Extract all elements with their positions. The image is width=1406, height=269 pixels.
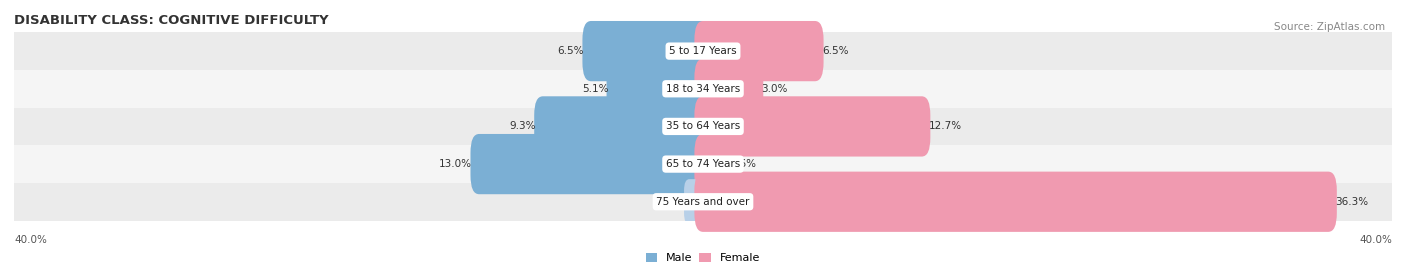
FancyBboxPatch shape bbox=[685, 179, 709, 224]
Text: 75 Years and over: 75 Years and over bbox=[657, 197, 749, 207]
Text: 6.5%: 6.5% bbox=[558, 46, 583, 56]
FancyBboxPatch shape bbox=[695, 59, 763, 119]
Text: 13.0%: 13.0% bbox=[439, 159, 472, 169]
Text: 9.3%: 9.3% bbox=[509, 121, 536, 132]
FancyBboxPatch shape bbox=[471, 134, 711, 194]
FancyBboxPatch shape bbox=[14, 32, 1392, 70]
Text: 18 to 34 Years: 18 to 34 Years bbox=[666, 84, 740, 94]
Text: DISABILITY CLASS: COGNITIVE DIFFICULTY: DISABILITY CLASS: COGNITIVE DIFFICULTY bbox=[14, 14, 329, 27]
Text: 40.0%: 40.0% bbox=[14, 235, 46, 245]
FancyBboxPatch shape bbox=[695, 21, 824, 81]
FancyBboxPatch shape bbox=[14, 108, 1392, 145]
Text: 0.76%: 0.76% bbox=[723, 159, 756, 169]
Text: Source: ZipAtlas.com: Source: ZipAtlas.com bbox=[1274, 22, 1385, 31]
FancyBboxPatch shape bbox=[582, 21, 711, 81]
Text: 5.1%: 5.1% bbox=[582, 84, 609, 94]
Text: 5 to 17 Years: 5 to 17 Years bbox=[669, 46, 737, 56]
FancyBboxPatch shape bbox=[14, 183, 1392, 221]
FancyBboxPatch shape bbox=[14, 70, 1392, 108]
FancyBboxPatch shape bbox=[695, 134, 724, 194]
FancyBboxPatch shape bbox=[695, 172, 1337, 232]
Text: 36.3%: 36.3% bbox=[1336, 197, 1368, 207]
FancyBboxPatch shape bbox=[695, 96, 931, 157]
Text: 6.5%: 6.5% bbox=[823, 46, 848, 56]
FancyBboxPatch shape bbox=[14, 145, 1392, 183]
Text: 12.7%: 12.7% bbox=[928, 121, 962, 132]
Text: 3.0%: 3.0% bbox=[762, 84, 787, 94]
Text: 0.0%: 0.0% bbox=[657, 197, 682, 207]
Text: 40.0%: 40.0% bbox=[1360, 235, 1392, 245]
Legend: Male, Female: Male, Female bbox=[641, 248, 765, 268]
FancyBboxPatch shape bbox=[606, 59, 711, 119]
Text: 35 to 64 Years: 35 to 64 Years bbox=[666, 121, 740, 132]
Text: 65 to 74 Years: 65 to 74 Years bbox=[666, 159, 740, 169]
FancyBboxPatch shape bbox=[534, 96, 711, 157]
